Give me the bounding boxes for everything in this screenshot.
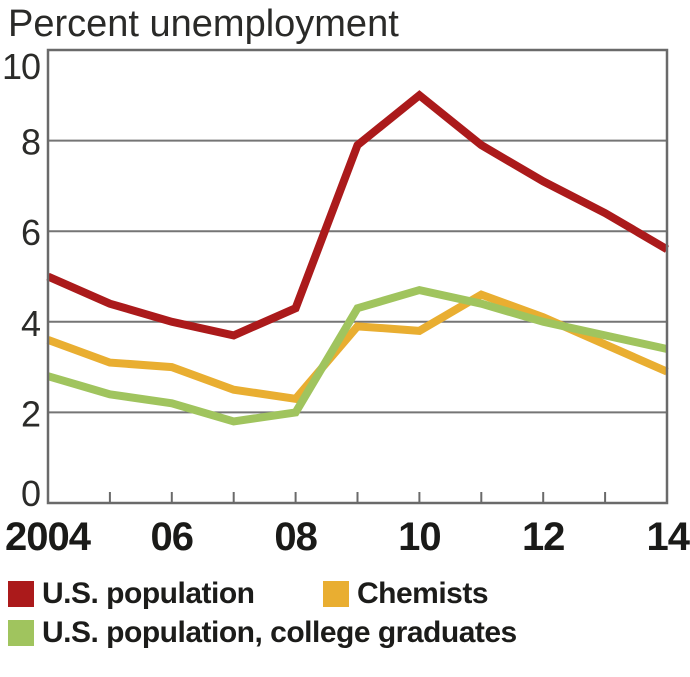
legend-label-college-graduates: U.S. population, college graduates xyxy=(42,616,517,649)
x-label-2004: 2004 xyxy=(5,515,92,559)
line-series-2 xyxy=(46,285,668,426)
chemists-swatch-icon xyxy=(323,581,349,607)
us-population-swatch-icon xyxy=(8,581,34,607)
y-label-8: 8 xyxy=(21,122,40,163)
plot-frame xyxy=(46,48,669,505)
y-label-2: 2 xyxy=(21,393,40,434)
legend-item-us-population: U.S. population xyxy=(8,577,255,610)
y-label-6: 6 xyxy=(21,212,40,253)
x-label-2014: 14 xyxy=(647,515,690,559)
unemployment-line-chart: 0 2 4 6 8 10 2004 06 08 10 12 14 xyxy=(2,46,690,559)
line-series-0 xyxy=(46,90,670,340)
legend-label-us-population: U.S. population xyxy=(42,577,255,610)
y-label-0: 0 xyxy=(21,473,40,514)
chart-title: Percent unemployment xyxy=(8,3,399,45)
y-label-4: 4 xyxy=(21,303,40,344)
legend-label-chemists: Chemists xyxy=(357,577,489,610)
x-label-2006: 06 xyxy=(151,515,194,559)
y-axis-labels: 0 2 4 6 8 10 xyxy=(2,46,41,514)
legend: U.S. population Chemists U.S. population… xyxy=(8,579,682,657)
data-lines xyxy=(46,90,670,426)
college-graduates-swatch-icon xyxy=(8,620,34,646)
x-label-2010: 10 xyxy=(398,515,441,559)
x-axis-labels: 2004 06 08 10 12 14 xyxy=(5,515,690,559)
plot-border xyxy=(46,48,669,505)
legend-row-1: U.S. population Chemists xyxy=(8,579,682,609)
y-label-10: 10 xyxy=(2,46,40,87)
x-label-2012: 12 xyxy=(522,515,565,559)
legend-item-college-graduates: U.S. population, college graduates xyxy=(8,618,517,648)
x-label-2008: 08 xyxy=(274,515,317,559)
legend-item-chemists: Chemists xyxy=(323,577,489,610)
legend-row-2: U.S. population, college graduates xyxy=(8,618,682,648)
gridlines xyxy=(48,139,667,414)
x-axis-ticks xyxy=(108,492,607,502)
